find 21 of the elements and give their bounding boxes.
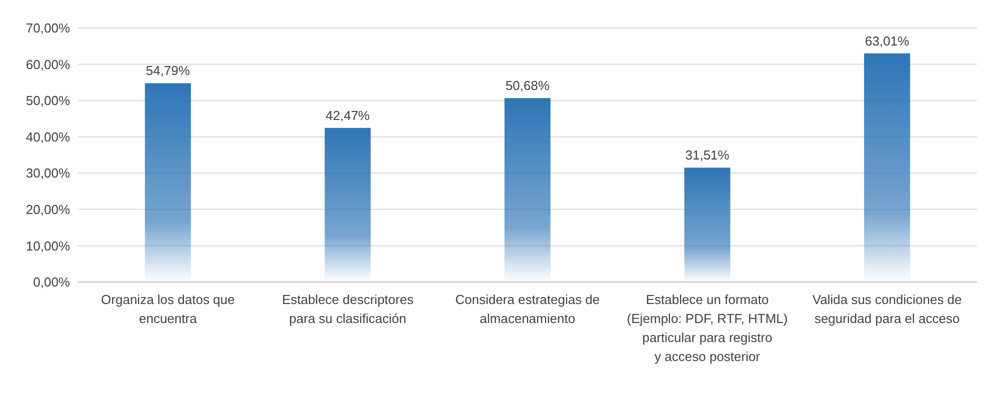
bar bbox=[684, 168, 730, 282]
y-tick-label: 60,00% bbox=[26, 56, 70, 72]
data-label: 63,01% bbox=[865, 33, 910, 48]
data-label: 50,68% bbox=[505, 78, 550, 94]
data-label: 42,47% bbox=[326, 108, 370, 123]
x-tick-label: Organiza los datos que encuentra bbox=[101, 292, 235, 326]
y-tick-label: 70,00% bbox=[26, 20, 70, 36]
y-tick-label: 30,00% bbox=[26, 166, 70, 181]
bar bbox=[324, 128, 371, 282]
y-tick-label: 50,00% bbox=[26, 93, 70, 108]
y-tick-label: 40,00% bbox=[26, 129, 70, 144]
y-tick-label: 20,00% bbox=[26, 202, 70, 217]
y-tick-label: 10,00% bbox=[26, 238, 70, 254]
x-tick-label: Considera estrategias de almacenamiento bbox=[455, 292, 600, 326]
y-tick-label: 0,00% bbox=[33, 274, 70, 290]
x-tick-label: Establece un formato (Ejemplo: PDF, RTF, HTML) particular para registro y acceso posterior bbox=[626, 292, 788, 364]
data-label: 31,51% bbox=[685, 148, 730, 163]
x-tick-label: Valida sus condiciones de seguridad para el acceso bbox=[812, 292, 962, 326]
bar bbox=[504, 98, 550, 282]
data-label: 54,79% bbox=[146, 63, 190, 78]
x-tick-label: Establece descriptores para su clasificación bbox=[282, 292, 414, 326]
